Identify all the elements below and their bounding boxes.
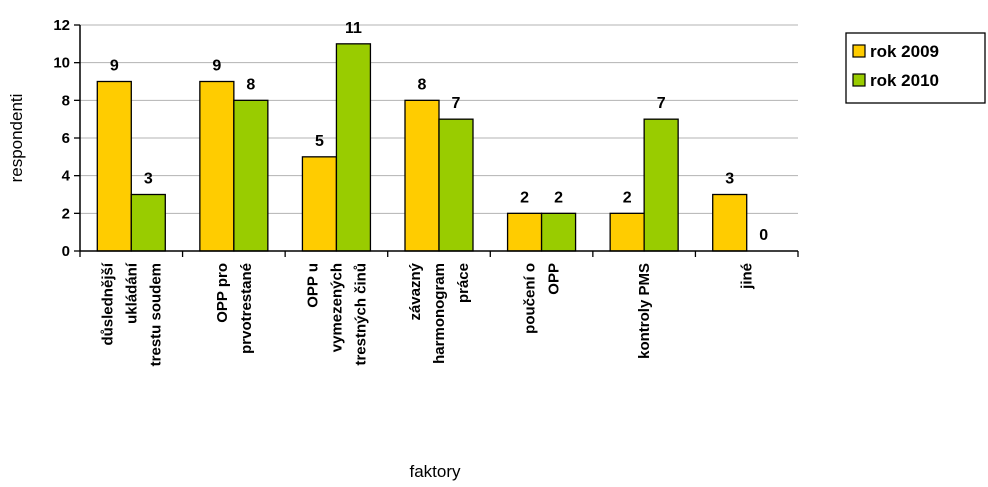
data-label: 8 xyxy=(246,76,255,93)
category-label: vymezených xyxy=(328,263,345,352)
category-label: harmonogram xyxy=(431,263,448,364)
legend-swatch xyxy=(852,73,866,87)
data-label: 0 xyxy=(759,227,768,244)
bar-rok-2010 xyxy=(540,212,577,252)
y-tick-label: 2 xyxy=(62,205,70,222)
category-label: jiné xyxy=(739,263,756,290)
category-label: prvotrestané xyxy=(238,263,255,354)
data-label: 3 xyxy=(725,171,734,188)
bar-rok-2010 xyxy=(335,43,372,252)
bar-rok-2009 xyxy=(712,193,748,252)
data-labels: 9 3 9 8 5 11 8 7 2 2 2 7 3 0 xyxy=(110,20,768,244)
bar-rok-2009 xyxy=(609,212,645,252)
bar-rok-2010 xyxy=(438,118,474,252)
data-label: 5 xyxy=(315,133,324,150)
category-label: práce xyxy=(455,263,472,303)
bar-rok-2009 xyxy=(96,80,132,252)
legend-label: rok 2010 xyxy=(870,71,939,90)
bar-rok-2009 xyxy=(404,99,440,252)
category-label: trestu soudem xyxy=(147,263,164,366)
data-label: 7 xyxy=(452,95,461,112)
axes xyxy=(74,24,799,257)
bar-rok-2010 xyxy=(643,118,679,252)
y-tick-labels: 0 2 4 6 8 10 12 xyxy=(53,17,70,260)
category-label: poučení o xyxy=(522,263,539,334)
category-label: důslednější xyxy=(99,262,116,345)
bar-rok-2009 xyxy=(199,80,235,252)
category-label: kontroly PMS xyxy=(636,263,653,359)
legend-swatch xyxy=(852,44,866,58)
y-tick-label: 10 xyxy=(53,55,70,72)
category-label: OPP xyxy=(546,263,563,295)
y-tick-label: 6 xyxy=(62,130,70,147)
data-label: 9 xyxy=(110,58,119,75)
y-tick-label: 12 xyxy=(53,17,70,34)
data-label: 7 xyxy=(657,95,666,112)
bar-rok-2010 xyxy=(233,99,269,252)
legend: rok 2009 rok 2010 xyxy=(845,32,986,104)
category-label: závazný xyxy=(407,262,424,320)
data-label: 2 xyxy=(520,189,529,206)
y-tick-label: 4 xyxy=(62,168,71,185)
data-label: 8 xyxy=(418,76,427,93)
legend-box xyxy=(845,32,986,104)
category-label: trestných činů xyxy=(352,263,369,366)
bars xyxy=(96,43,748,252)
category-label: OPP u xyxy=(304,263,321,308)
category-label: OPP pro xyxy=(214,263,231,323)
category-label: ukládání xyxy=(123,262,140,324)
category-labels: důslednější ukládání trestu soudem OPP pro p… xyxy=(99,262,755,366)
data-label: 11 xyxy=(345,20,362,37)
data-label: 2 xyxy=(554,189,563,206)
y-tick-label: 8 xyxy=(62,92,70,109)
y-tick-label: 0 xyxy=(62,243,70,260)
bar-rok-2009 xyxy=(506,212,543,252)
data-label: 2 xyxy=(623,189,632,206)
data-label: 9 xyxy=(212,58,221,75)
x-axis-title: faktory xyxy=(409,462,461,481)
y-axis-title: respondenti xyxy=(7,94,26,183)
legend-label: rok 2009 xyxy=(870,42,939,61)
bar-rok-2010 xyxy=(130,193,166,252)
bar-rok-2009 xyxy=(301,156,338,252)
data-label: 3 xyxy=(144,171,153,188)
